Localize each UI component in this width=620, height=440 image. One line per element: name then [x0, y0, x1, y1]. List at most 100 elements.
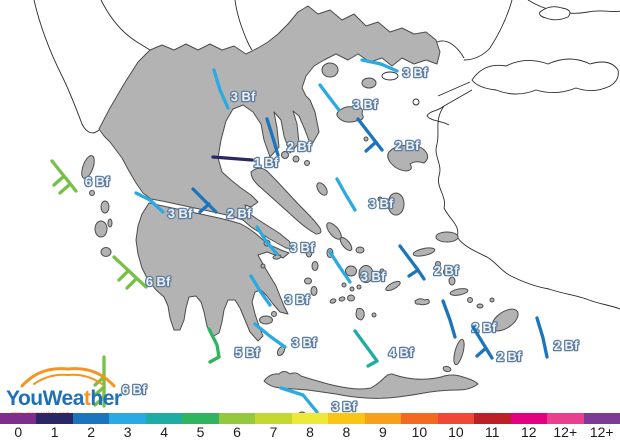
- wind-barb-icon: [353, 329, 379, 368]
- scale-segment: [437, 413, 475, 424]
- scale-segment: [72, 413, 110, 424]
- nisyros-island: [467, 297, 473, 303]
- scale-segment: [145, 413, 183, 424]
- scale-segment: [36, 413, 73, 424]
- scale-tick-label: 3: [123, 423, 132, 440]
- wind-station-north-aegean: 3 Bf: [335, 177, 395, 212]
- ikaria-island: [412, 247, 436, 257]
- scale-segment: [401, 413, 438, 424]
- wind-barb-icon: [112, 255, 148, 290]
- scale-segment: [364, 413, 402, 424]
- wind-speed-label: 6 Bf: [146, 274, 171, 289]
- thasos-island: [321, 62, 339, 78]
- astypalaia-island: [414, 298, 430, 306]
- wind-barb-icon: [318, 83, 341, 112]
- kefalonia-island: [94, 220, 108, 238]
- scale-tick-label: 8: [342, 423, 351, 440]
- scale-tick-label: 12+: [553, 423, 578, 440]
- wind-station-limnos: 2 Bf: [356, 117, 421, 154]
- wind-station-milos: 3 Bf: [249, 274, 311, 308]
- sikinos-island: [338, 296, 346, 302]
- wind-barb-icon: [93, 355, 106, 408]
- scale-color-strip: [0, 413, 620, 424]
- scale-tick-label: 0: [14, 423, 23, 440]
- bulgaria-turkey-border: [463, 0, 513, 61]
- sporades-island-1: [281, 151, 289, 159]
- psara-island: [377, 196, 383, 202]
- scale-tick-label: 4: [160, 423, 168, 440]
- wind-station-south-crete: 3 Bf: [279, 386, 358, 415]
- leros-island: [443, 268, 449, 276]
- wind-barb-icon: [398, 244, 426, 281]
- youweather-logo[interactable]: YouWeather www.youweather.com: [6, 364, 128, 417]
- wind-speed-label: 1 Bf: [254, 155, 279, 170]
- serifos-island: [304, 277, 312, 285]
- wind-barb-icon: [441, 299, 457, 339]
- umbrella-pole-t: t: [83, 387, 91, 410]
- wind-barb-icon: [212, 68, 230, 110]
- wind-speed-label: 5 Bf: [235, 345, 260, 360]
- wind-speed-label: 3 Bf: [290, 240, 315, 255]
- ios-island: [347, 294, 355, 302]
- milos-island: [259, 315, 273, 325]
- wind-speed-label: 3 Bf: [168, 206, 193, 221]
- sporades-island-2: [292, 155, 300, 163]
- scale-tick-label: 7: [269, 423, 278, 440]
- tilos-island: [476, 303, 484, 309]
- wind-speed-label: 3 Bf: [231, 89, 256, 104]
- umbrella-icon: [20, 367, 116, 388]
- zakynthos-island: [100, 247, 112, 257]
- wind-station-corinth: 2 Bf: [191, 187, 253, 222]
- donousa-island: [379, 268, 385, 274]
- brand-wordmark: YouWeather: [6, 388, 128, 409]
- wind-station-rhodes-south: 2 Bf: [471, 325, 523, 365]
- wind-speed-label: 2 Bf: [287, 139, 312, 154]
- wind-station-kythira: 3 Bf: [253, 322, 318, 351]
- scale-segment: [218, 413, 256, 424]
- sifnos-island: [310, 286, 318, 296]
- scale-tick-label: 10: [448, 423, 464, 440]
- anafi-island: [371, 312, 377, 318]
- wind-barb-icon: [328, 250, 352, 284]
- corfu-island: [81, 155, 95, 179]
- scale-segment: [328, 413, 365, 424]
- wind-station-karpathos-north: 2 Bf: [441, 299, 498, 339]
- small-cyclades-1: [341, 282, 347, 288]
- scale-tick-labels: 0 1 2 3 4 5 6 7 8 8 9 10 10 11 12 12+ 12+: [0, 424, 620, 440]
- brand-text-right: her: [90, 387, 122, 410]
- scale-tick-label: 6: [233, 423, 241, 440]
- wind-speed-label: 4 Bf: [389, 345, 414, 360]
- wind-station-patras: 3 Bf: [134, 191, 194, 222]
- samos-island: [435, 231, 459, 243]
- wind-barb-icon: [279, 386, 319, 414]
- samothrace-island: [361, 77, 377, 89]
- aegean-ionian-islands: [81, 62, 519, 417]
- dardanelles-strait: [437, 81, 473, 107]
- paros-island: [345, 265, 357, 277]
- wind-station-athos: 2 Bf: [265, 117, 313, 157]
- naxos-island: [358, 265, 374, 283]
- albania-border: [100, 0, 151, 51]
- scale-tick-label: 1: [50, 423, 59, 440]
- imbros-island: [381, 71, 399, 81]
- wind-station-rhodes-east: 2 Bf: [535, 316, 580, 359]
- wind-station-ionian-south: 6 Bf: [93, 355, 148, 408]
- symi-island: [489, 297, 495, 303]
- wind-station-west-crete: 5 Bf: [207, 327, 261, 364]
- wind-station-chalkidiki: 3 Bf: [212, 68, 257, 110]
- mykonos-island: [355, 246, 365, 254]
- brand-text-left: YouWea: [6, 387, 84, 410]
- wind-barb-icon: [535, 316, 549, 359]
- euboea-island: [250, 167, 322, 235]
- scale-segment: [109, 413, 146, 424]
- turkey-aegean-coastline: [426, 105, 620, 310]
- wind-speed-label: 2 Bf: [227, 206, 252, 221]
- spetses-island: [260, 263, 266, 269]
- wind-speed-label: 3 Bf: [285, 292, 310, 307]
- marmara-sea-outline: [471, 58, 619, 95]
- wind-speed-label: 3 Bf: [403, 65, 428, 80]
- wind-station-thrace: 3 Bf: [360, 58, 429, 81]
- wind-barb-icon: [253, 322, 287, 349]
- lesbos-island: [387, 145, 429, 172]
